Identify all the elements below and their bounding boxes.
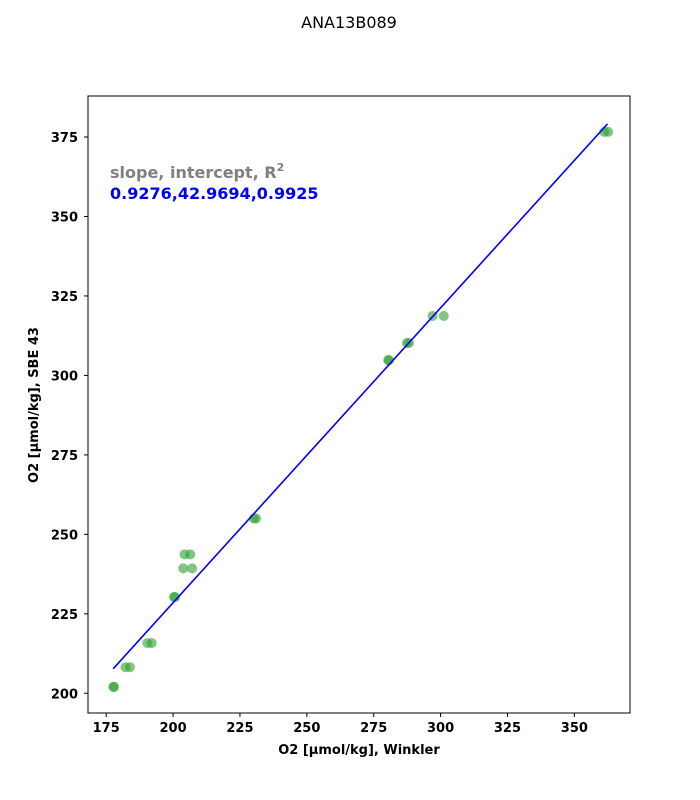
x-tick-label: 200 bbox=[160, 721, 187, 736]
data-point bbox=[438, 310, 449, 321]
data-point bbox=[125, 662, 136, 673]
data-point bbox=[170, 591, 181, 602]
y-axis-ticks: 200 225 250 275 300 325 350 375 bbox=[51, 131, 88, 702]
y-tick-label: 225 bbox=[51, 608, 78, 623]
y-tick-label: 200 bbox=[51, 687, 78, 702]
x-tick-label: 275 bbox=[360, 721, 387, 736]
fit-annotation-values: 0.9276,42.9694,0.9925 bbox=[110, 184, 319, 203]
x-axis-ticks: 175 200 225 250 275 300 325 350 bbox=[93, 713, 588, 736]
x-tick-label: 300 bbox=[427, 721, 454, 736]
x-axis-label: O2 [μmol/kg], Winkler bbox=[278, 743, 440, 758]
x-tick-label: 325 bbox=[494, 721, 521, 736]
y-tick-label: 275 bbox=[51, 449, 78, 464]
data-point bbox=[603, 126, 614, 137]
y-tick-label: 325 bbox=[51, 290, 78, 305]
x-tick-label: 350 bbox=[561, 721, 588, 736]
y-tick-label: 350 bbox=[51, 210, 78, 225]
y-tick-label: 300 bbox=[51, 369, 78, 384]
y-axis-label: O2 [μmol/kg], SBE 43 bbox=[27, 327, 42, 483]
fit-annotation-header: slope, intercept, R2 bbox=[110, 161, 284, 182]
chart-title: ANA13B089 bbox=[301, 13, 397, 32]
data-point bbox=[187, 563, 198, 574]
data-point bbox=[146, 638, 157, 649]
y-tick-label: 375 bbox=[51, 131, 78, 146]
data-point bbox=[108, 681, 119, 692]
y-tick-label: 250 bbox=[51, 528, 78, 543]
data-point bbox=[185, 549, 196, 560]
x-tick-label: 250 bbox=[293, 721, 320, 736]
fit-line bbox=[112, 123, 609, 670]
x-tick-label: 175 bbox=[93, 721, 120, 736]
data-point bbox=[178, 563, 189, 574]
x-tick-label: 225 bbox=[226, 721, 253, 736]
data-point bbox=[251, 513, 262, 524]
